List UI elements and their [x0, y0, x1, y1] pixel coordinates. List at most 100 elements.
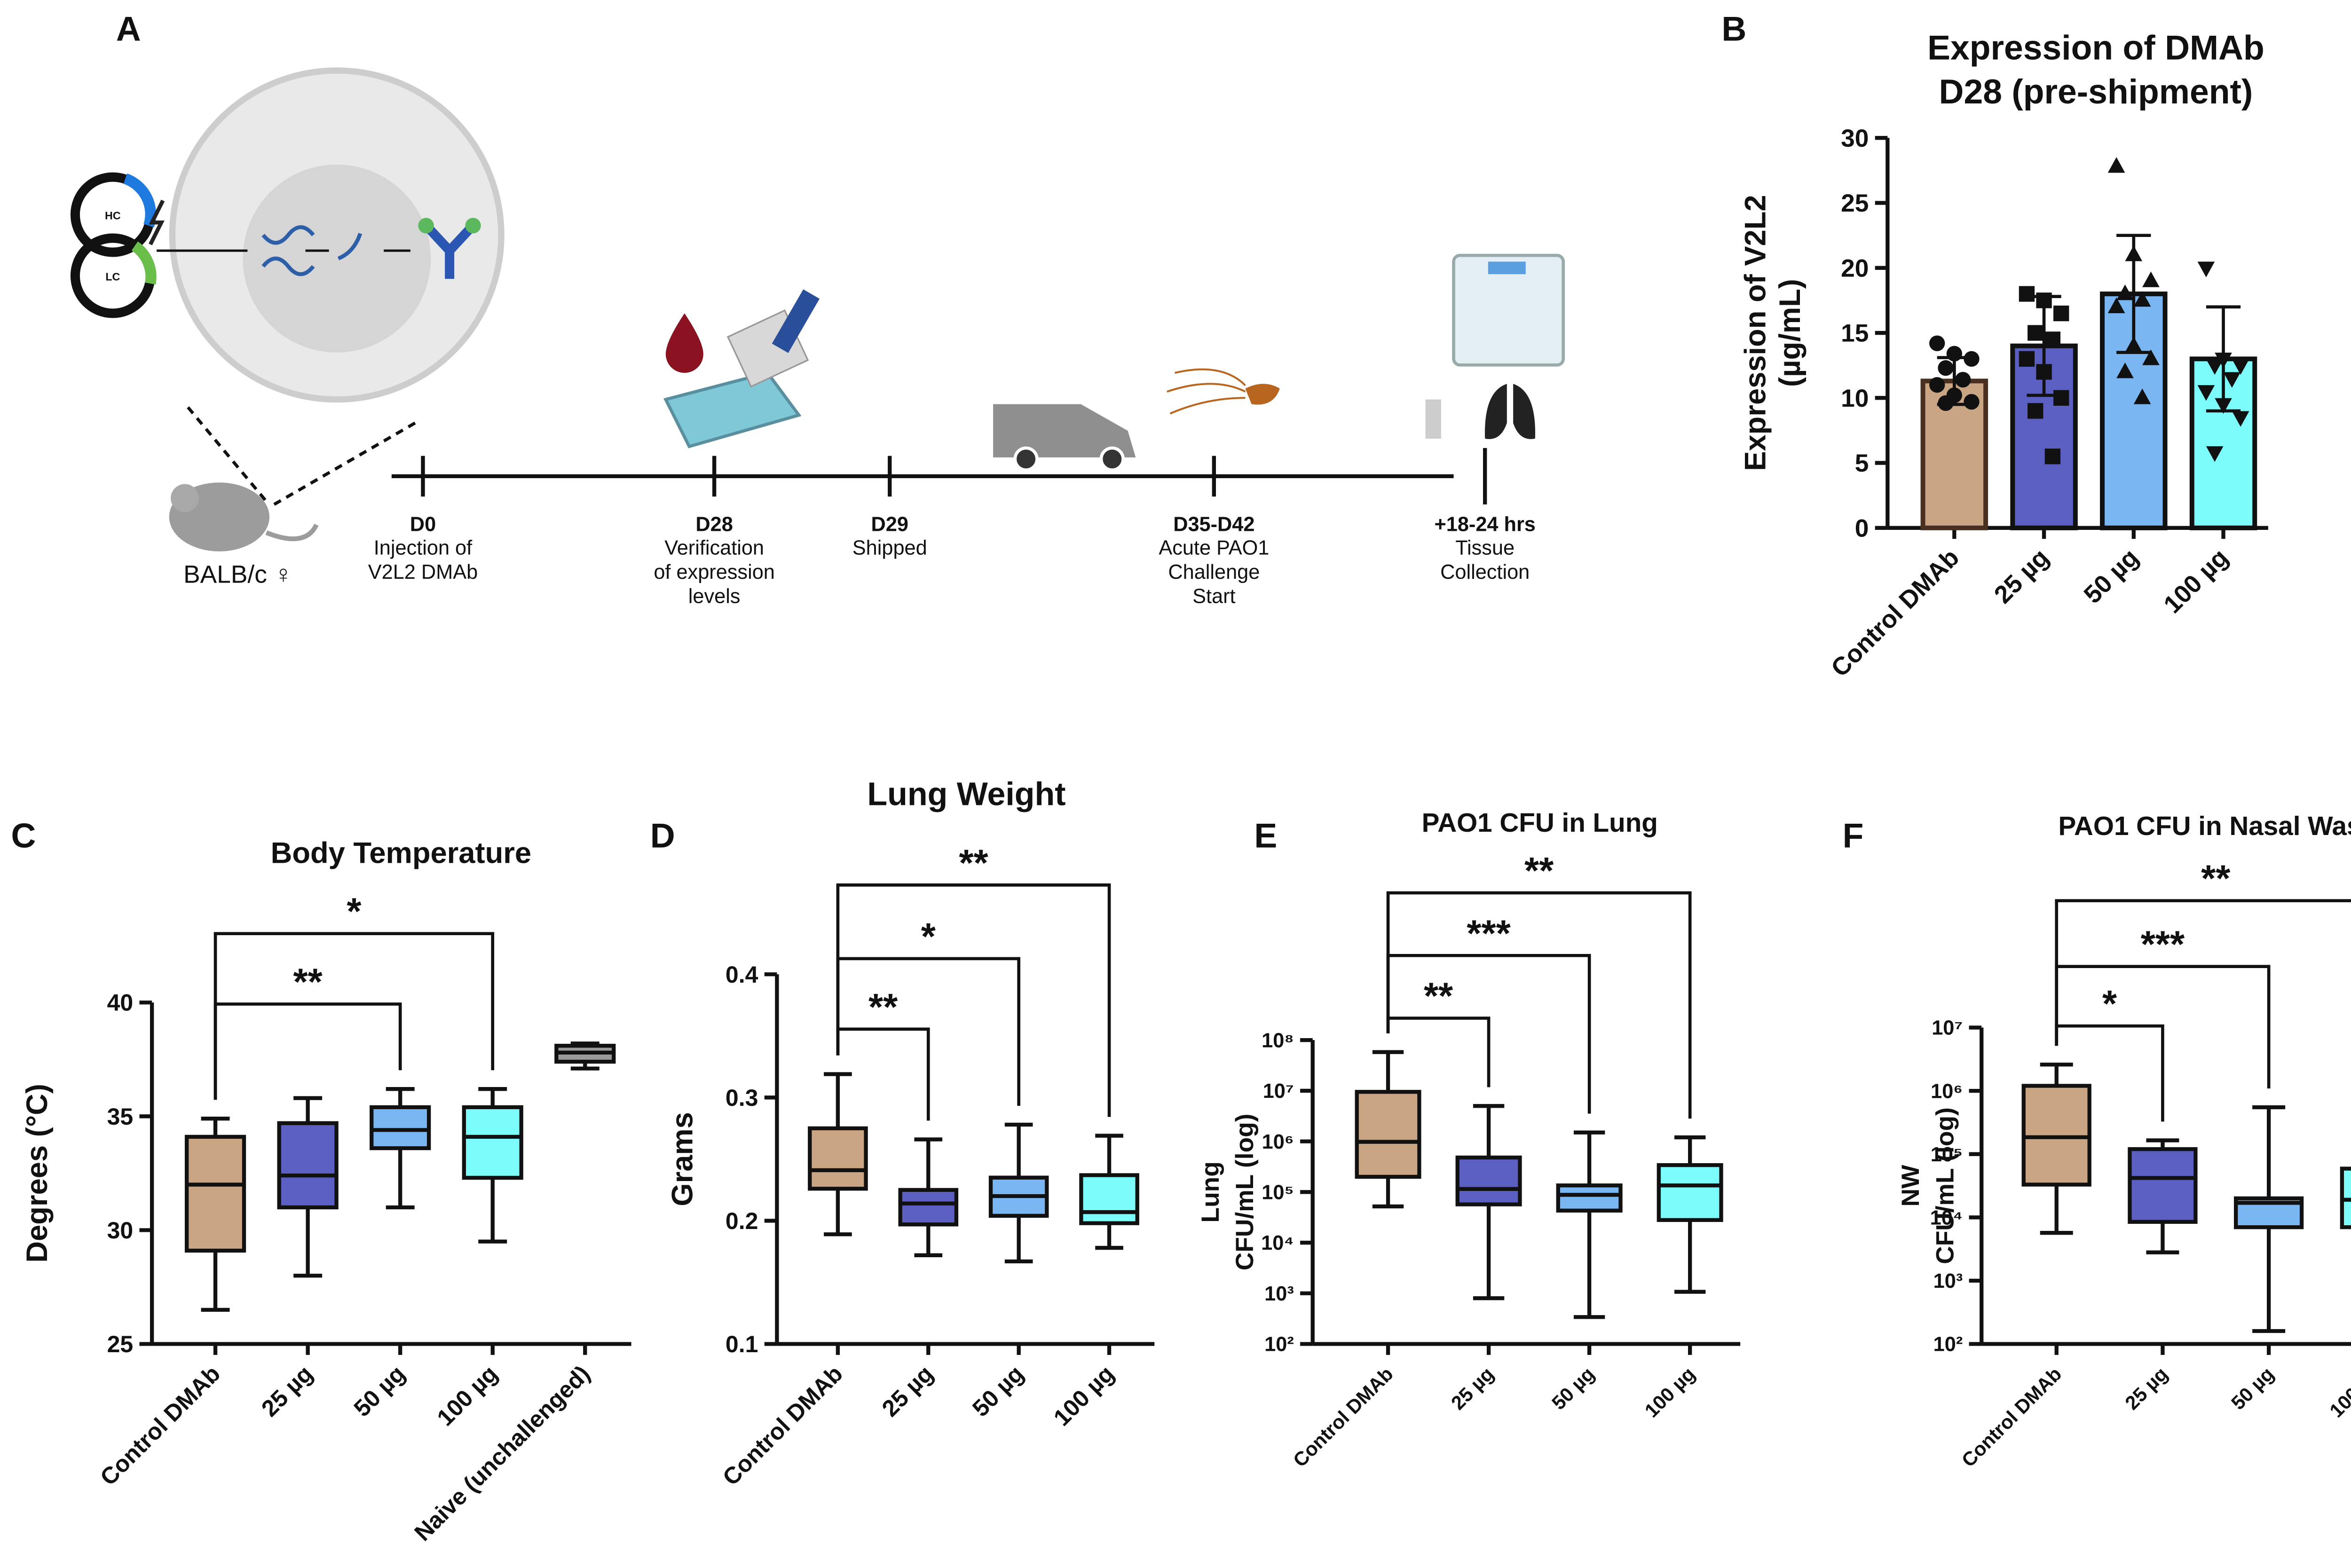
- data-point: [2206, 446, 2224, 462]
- significance-label: **: [1424, 975, 1453, 1017]
- data-point: [2142, 349, 2160, 365]
- data-point: [2197, 385, 2215, 401]
- timeline-text: V2L2 DMAb: [368, 561, 478, 583]
- panel-label: D: [650, 816, 675, 855]
- panel-label: B: [1721, 10, 1746, 48]
- antibody: [426, 225, 473, 279]
- y-tick-label: 0.3: [726, 1085, 758, 1111]
- nucleus: [243, 164, 431, 353]
- scale: [1452, 253, 1565, 367]
- dna: [261, 225, 315, 276]
- y-tick-label: 25: [107, 1331, 134, 1357]
- y-tick-label: 35: [107, 1103, 134, 1130]
- wheel: [1099, 446, 1125, 472]
- data-point: [2107, 297, 2125, 314]
- y-tick-label: 10⁸: [1262, 1029, 1294, 1052]
- y-tick-label: 15: [1841, 320, 1869, 347]
- chart-title: Expression of DMAb: [1927, 29, 2264, 67]
- lungs: [1484, 384, 1535, 439]
- y-axis-label: (µg/mL): [1774, 279, 1807, 387]
- box: [462, 1105, 523, 1180]
- y-tick-label: 10⁷: [1932, 1017, 1963, 1040]
- y-tick-label: 0: [1855, 514, 1869, 542]
- box: [1657, 1163, 1723, 1222]
- significance-bracket: [836, 883, 1111, 1117]
- plasmid-label: LC: [105, 270, 120, 283]
- mrna: [337, 233, 363, 260]
- box: [808, 1126, 868, 1191]
- significance-label: *: [2102, 983, 2117, 1024]
- timeline-text: Challenge: [1168, 561, 1260, 583]
- significance-label: **: [959, 842, 988, 883]
- box: [2128, 1147, 2198, 1224]
- box: [1556, 1183, 1623, 1213]
- vial: [1425, 399, 1441, 439]
- panel-label: E: [1254, 816, 1277, 855]
- wheel: [1013, 446, 1039, 472]
- flagella: [1167, 368, 1246, 415]
- data-point: [2019, 286, 2035, 302]
- significance-label: **: [1524, 850, 1554, 891]
- significance-label: **: [293, 961, 323, 1003]
- plasmid-hc-insert: [123, 173, 156, 228]
- timeline-text: Start: [1192, 585, 1235, 608]
- chart-title: Body Temperature: [271, 837, 531, 870]
- plate: [663, 371, 802, 449]
- box: [1355, 1090, 1421, 1179]
- mouse-ear: [171, 484, 199, 512]
- data-point: [2232, 359, 2249, 375]
- y-axis-label: Lung: [1197, 1161, 1224, 1222]
- significance-bracket: [2055, 899, 2351, 1046]
- data-point: [1964, 394, 1980, 410]
- data-point: [2044, 449, 2061, 465]
- y-tick-label: 10: [1841, 385, 1869, 412]
- data-point: [1938, 360, 1954, 376]
- data-point: [2116, 284, 2134, 300]
- significance-bracket: [213, 932, 495, 1100]
- data-point: [2197, 261, 2215, 277]
- significance-label: ***: [1467, 912, 1511, 954]
- box: [1079, 1173, 1139, 1225]
- y-tick-label: 10³: [1264, 1283, 1294, 1305]
- data-point: [2142, 271, 2160, 287]
- chart-title: Lung Weight: [867, 775, 1065, 812]
- y-tick-label: 10⁵: [1262, 1181, 1294, 1204]
- y-tick-label: 25: [1841, 189, 1869, 217]
- chart-title: D28 (pre-shipment): [1939, 72, 2253, 111]
- box: [1455, 1155, 1522, 1206]
- electroporation: [149, 199, 165, 245]
- data-point: [1929, 335, 1945, 351]
- significance-label: *: [921, 915, 936, 957]
- panel-label: C: [11, 816, 36, 855]
- significance-label: *: [347, 890, 362, 932]
- y-tick-label: 10⁷: [1263, 1080, 1294, 1103]
- y-tick-label: 0.4: [726, 961, 758, 988]
- box: [277, 1121, 339, 1210]
- timeline-text: Injection of: [374, 536, 473, 559]
- y-axis-label: CFU/mL (log): [1231, 1114, 1259, 1271]
- y-tick-label: 10⁴: [1261, 1232, 1294, 1254]
- significance-label: **: [868, 986, 898, 1028]
- y-tick-label: 10⁶: [1931, 1080, 1963, 1103]
- box: [2021, 1084, 2091, 1187]
- data-point: [2232, 411, 2249, 427]
- data-point: [2028, 325, 2043, 341]
- box: [184, 1135, 246, 1253]
- data-point: [2044, 331, 2061, 347]
- timeline-text: Collection: [1440, 561, 1530, 583]
- timeline-text: Tissue: [1455, 536, 1515, 559]
- box: [370, 1105, 431, 1150]
- timeline-text: Verification: [664, 536, 764, 559]
- y-tick-label: 20: [1841, 254, 1869, 282]
- y-tick-label: 10³: [1933, 1270, 1963, 1292]
- significance-label: ***: [2141, 923, 2185, 965]
- bacterium: [1245, 384, 1280, 405]
- data-point: [2133, 291, 2151, 307]
- timeline-day: D0: [410, 513, 436, 536]
- timeline-day: D35-D42: [1173, 513, 1254, 536]
- van: [993, 404, 1136, 457]
- zoom-line: [187, 406, 268, 503]
- y-tick-label: 30: [107, 1217, 134, 1244]
- antibody-chain: [465, 218, 481, 234]
- antibody-chain: [418, 218, 434, 234]
